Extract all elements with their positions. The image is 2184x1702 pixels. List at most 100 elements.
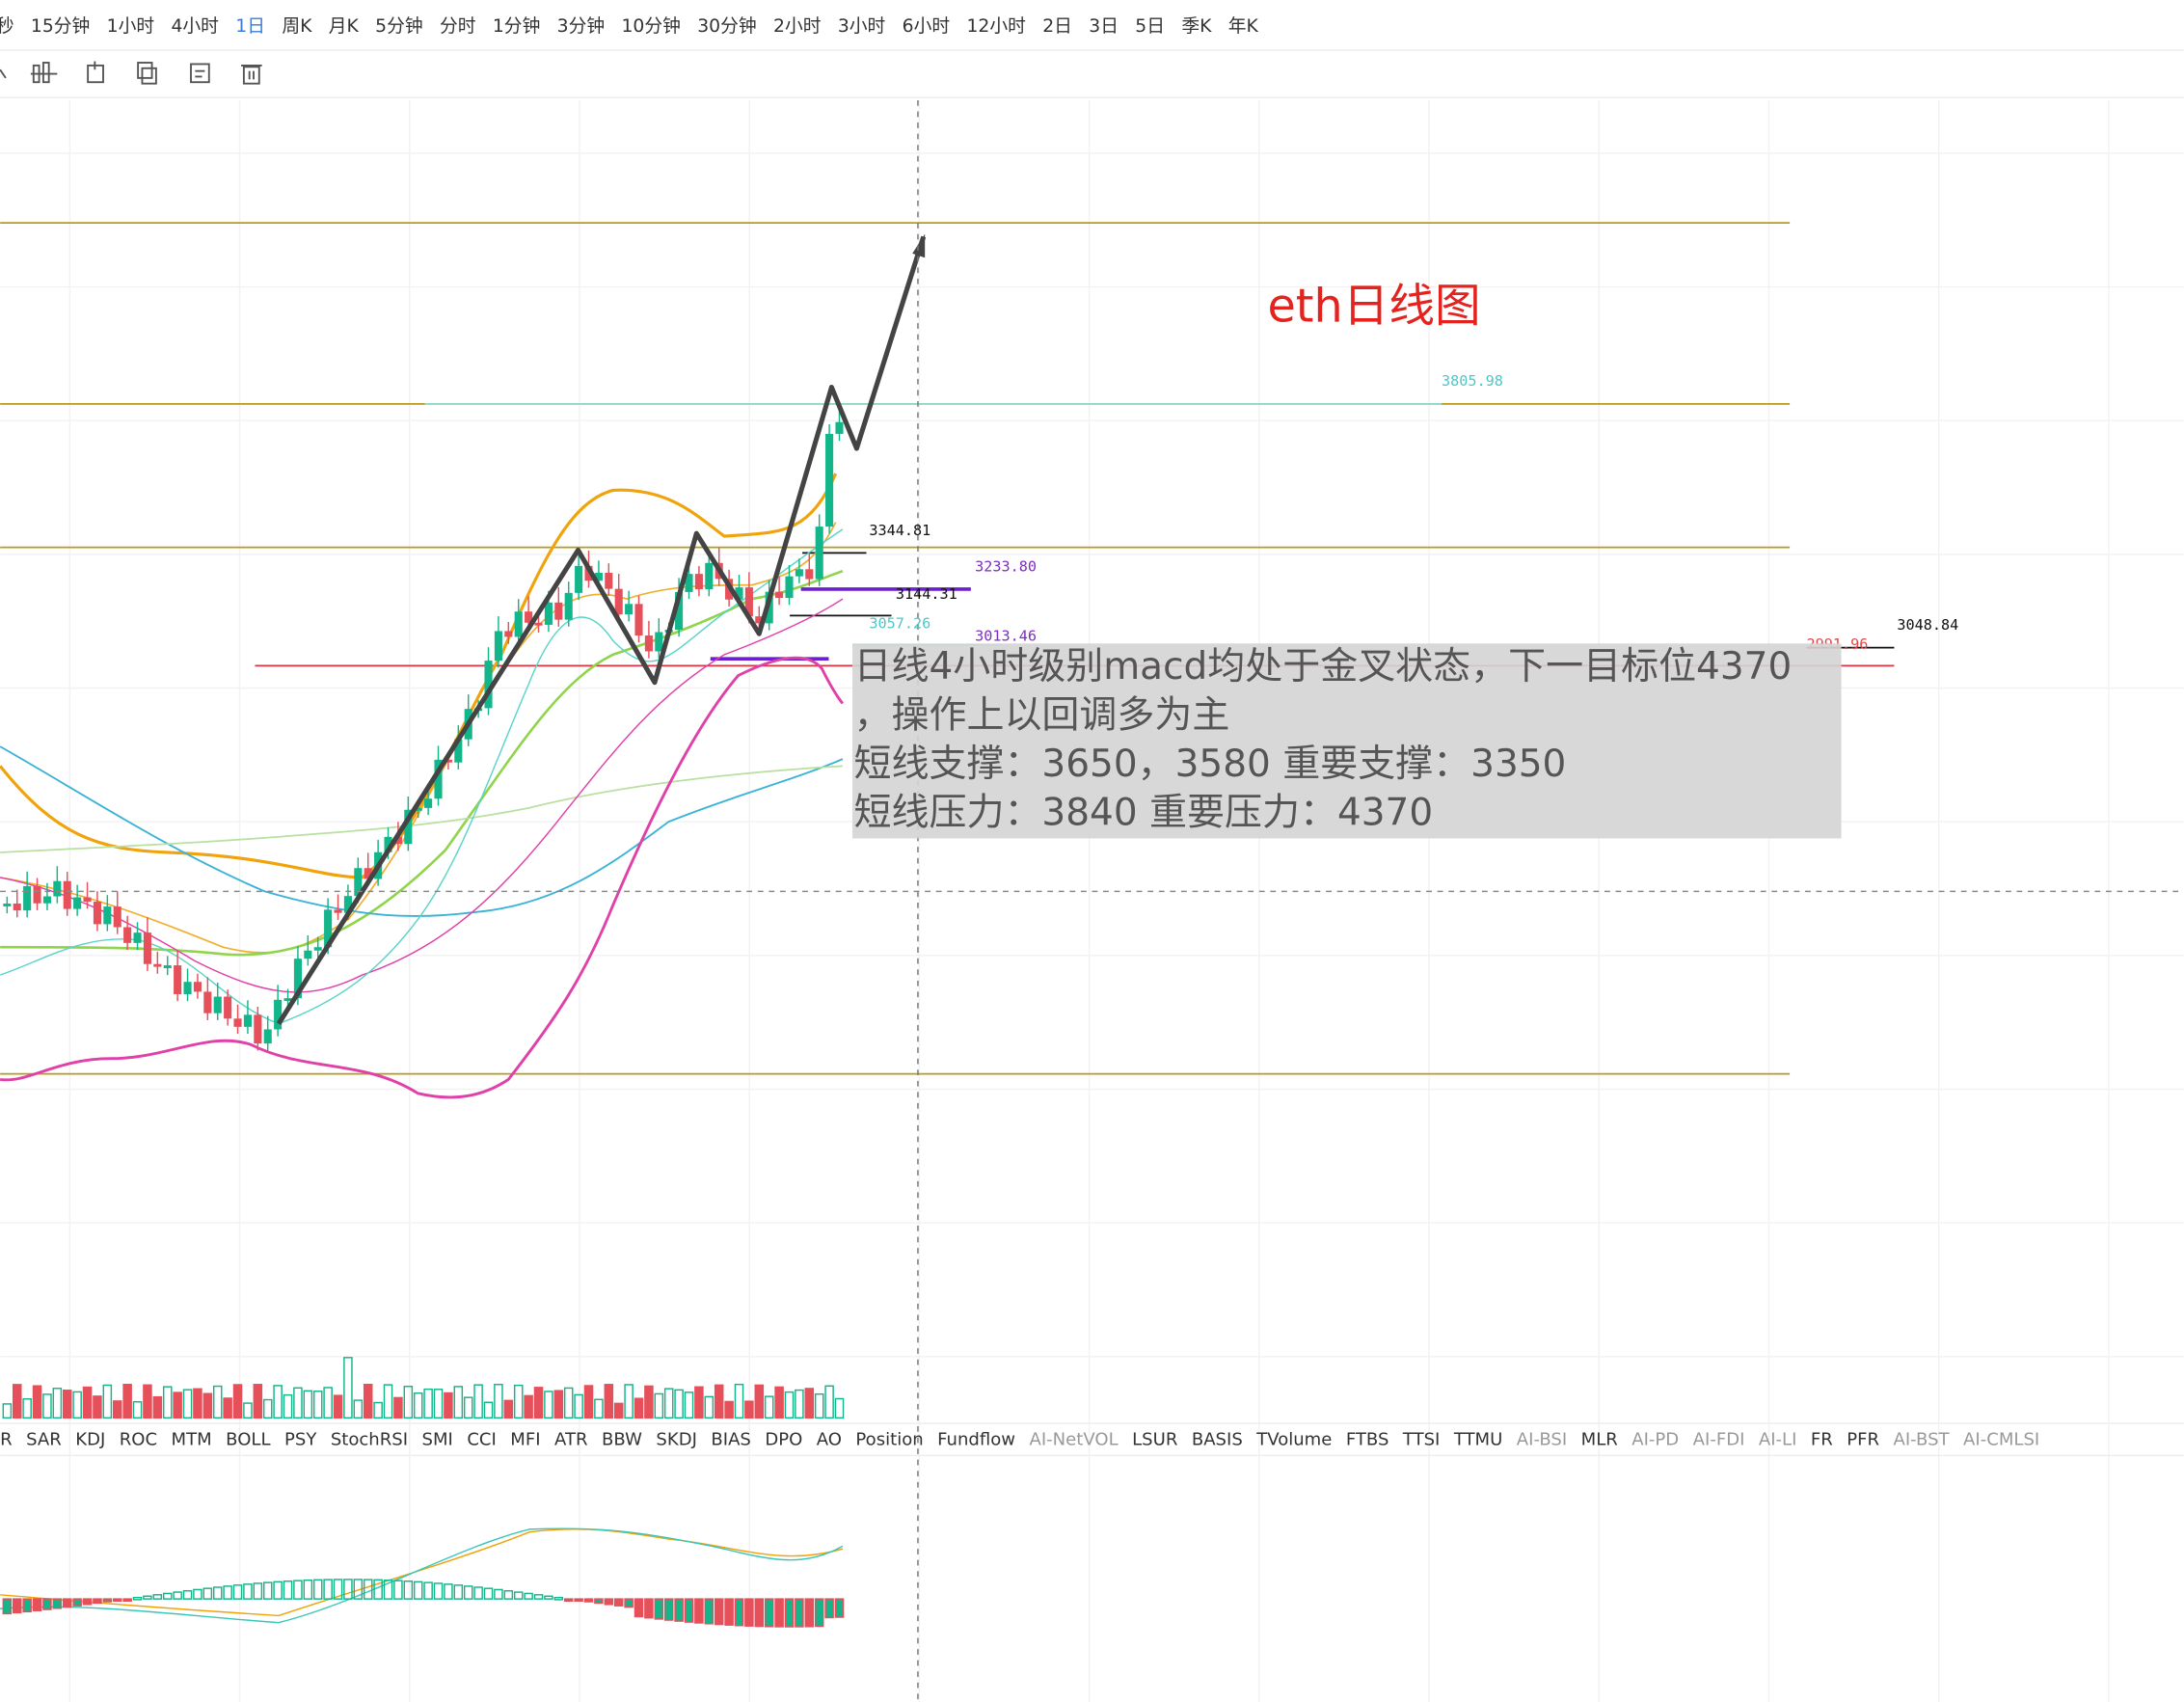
candle-body — [534, 622, 543, 626]
volume-bar — [212, 1385, 223, 1419]
volume-bar — [654, 1392, 664, 1419]
candle-body — [655, 632, 663, 652]
indicator-tab[interactable]: Position — [855, 1429, 923, 1449]
indicator-tab[interactable]: AI-LI — [1759, 1429, 1797, 1449]
volume-bar — [22, 1398, 32, 1419]
indicator-tab[interactable]: FR — [1811, 1429, 1833, 1449]
macd-bar — [52, 1598, 63, 1609]
indicator-tab[interactable]: ATR — [554, 1429, 588, 1449]
volume-bar — [503, 1399, 514, 1419]
interval-tab[interactable]: 4小时 — [171, 15, 219, 37]
candle-body — [354, 868, 363, 897]
indicator-tab[interactable]: BASIS — [1192, 1429, 1243, 1449]
indicator-tab[interactable]: MLR — [1581, 1429, 1619, 1449]
interval-tab[interactable]: 2日 — [1042, 16, 1072, 37]
indicator-tab[interactable]: AO — [817, 1429, 842, 1449]
candle-body — [304, 950, 312, 959]
interval-tab[interactable]: 年K — [1228, 15, 1259, 37]
candle-body — [393, 836, 402, 845]
price-label: 3048.84 — [1897, 616, 1958, 634]
interval-tab[interactable]: 3日 — [1089, 16, 1119, 37]
indicator-tab[interactable]: AI-FDI — [1693, 1429, 1745, 1449]
macd-bar — [624, 1598, 634, 1608]
indicator-tab[interactable]: AI-PD — [1631, 1429, 1679, 1449]
indicator-tab[interactable]: AI-CMLSI — [1963, 1429, 2039, 1449]
indicator-tab[interactable]: DPO — [765, 1429, 802, 1449]
macd-bar — [383, 1579, 393, 1600]
macd-bar — [243, 1583, 253, 1600]
volume-bar — [223, 1397, 232, 1419]
indicator-tab[interactable]: AI-NetVOL — [1030, 1429, 1119, 1449]
interval-tab[interactable]: 5分钟 — [375, 15, 422, 37]
macd-bar — [634, 1598, 644, 1618]
interval-tab[interactable]: 月K — [329, 16, 360, 37]
candle-body — [785, 576, 794, 599]
volume-bar — [463, 1396, 473, 1419]
interval-tab[interactable]: 2小时 — [773, 15, 822, 37]
indicator-tab[interactable]: LSUR — [1132, 1429, 1178, 1449]
annotation-line: 短线压力：3840 重要压力：4370 — [854, 791, 1434, 834]
indicator-tab[interactable]: TVolume — [1255, 1429, 1332, 1449]
interval-tab[interactable]: 季K — [1181, 15, 1212, 37]
indicator-tab[interactable]: KDJ — [75, 1429, 105, 1449]
macd-bar — [12, 1598, 22, 1614]
volume-bar — [373, 1401, 383, 1419]
interval-tab[interactable]: 12小时 — [966, 15, 1026, 37]
volume-bar — [182, 1389, 193, 1419]
indicator-tab[interactable]: PSY — [284, 1429, 317, 1449]
candle-body — [63, 880, 71, 909]
interval-tab[interactable]: 秒 — [0, 15, 14, 37]
indicator-tab[interactable]: AI-BSI — [1517, 1429, 1567, 1449]
macd-bar — [694, 1598, 704, 1624]
interval-tab[interactable]: 15分钟 — [31, 15, 90, 37]
candle-body — [504, 631, 513, 637]
drawing-tools[interactable] — [0, 61, 262, 85]
indicator-tab[interactable]: MTM — [172, 1429, 212, 1449]
candle-body — [685, 574, 693, 592]
indicator-tab[interactable]: SMI — [422, 1429, 453, 1449]
interval-tab[interactable]: 1日 — [235, 16, 265, 37]
interval-tab[interactable]: 分时 — [440, 15, 476, 37]
interval-tab[interactable]: 30分钟 — [697, 15, 756, 37]
indicator-tab[interactable]: Fundflow — [937, 1429, 1015, 1449]
macd-bar — [663, 1598, 674, 1621]
candle-body — [243, 1014, 252, 1027]
indicator-tab[interactable]: BIAS — [711, 1429, 751, 1449]
macd-bar — [453, 1584, 464, 1600]
interval-tab[interactable]: 周K — [282, 16, 312, 37]
indicator-tab[interactable]: BOLL — [226, 1429, 270, 1449]
interval-tab[interactable]: 3分钟 — [557, 15, 605, 37]
volume-bar — [814, 1392, 824, 1419]
indicator-tab[interactable]: R — [0, 1429, 13, 1449]
indicator-tab[interactable]: PFR — [1847, 1429, 1879, 1449]
volume-bar — [453, 1386, 464, 1419]
macd-bar — [262, 1581, 273, 1600]
indicator-tab[interactable]: SAR — [26, 1429, 62, 1449]
interval-tab[interactable]: 5日 — [1135, 16, 1165, 37]
interval-tab[interactable]: 1分钟 — [493, 15, 540, 37]
indicator-tab[interactable]: AI-BST — [1894, 1429, 1951, 1449]
macd-bar — [182, 1589, 193, 1600]
candle-body — [805, 569, 814, 580]
volume-bar — [444, 1391, 453, 1419]
indicator-tab[interactable]: StochRSI — [331, 1429, 408, 1449]
interval-tab[interactable]: 10分钟 — [621, 15, 680, 37]
indicator-tab[interactable]: TTSI — [1402, 1429, 1441, 1449]
macd-bar — [42, 1598, 52, 1610]
candle-body — [755, 616, 764, 624]
interval-tab[interactable]: 1小时 — [107, 15, 155, 37]
interval-tab[interactable]: 6小时 — [903, 15, 951, 37]
indicator-tab[interactable]: SKDJ — [656, 1429, 697, 1449]
candle-body — [634, 604, 643, 636]
volume-bar — [162, 1386, 173, 1419]
indicator-tab[interactable]: BBW — [602, 1429, 642, 1449]
indicator-tab[interactable]: FTBS — [1346, 1429, 1389, 1449]
interval-tab[interactable]: 3小时 — [838, 15, 886, 37]
indicator-tab[interactable]: ROC — [120, 1429, 157, 1449]
macd-bar — [162, 1592, 173, 1600]
indicator-tab[interactable]: CCI — [467, 1429, 497, 1449]
indicator-tab[interactable]: MFI — [510, 1429, 540, 1449]
candle-body — [605, 573, 613, 589]
indicator-tab[interactable]: TTMU — [1453, 1429, 1503, 1449]
